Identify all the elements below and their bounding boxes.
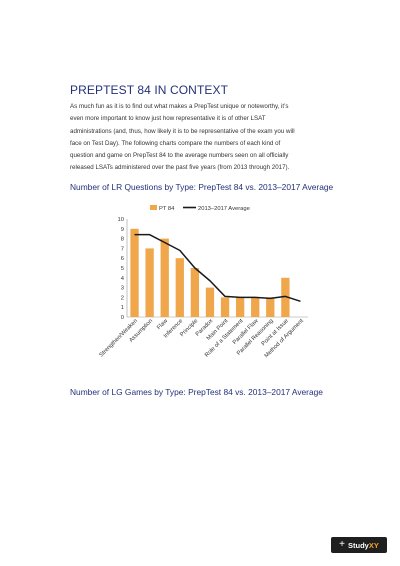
bar (190, 268, 200, 317)
bar (160, 238, 169, 317)
y-tick-label: 9 (121, 227, 124, 233)
paragraph-line: question and game on PrepTest 84 to the … (70, 152, 289, 160)
brand-name: StudyXY (348, 541, 379, 550)
brand-name-suffix: XY (368, 540, 379, 550)
legend-swatch-bar (150, 205, 157, 210)
y-tick-label: 0 (121, 315, 124, 321)
bar (281, 277, 290, 317)
y-tick-label: 10 (118, 217, 124, 223)
bar (235, 297, 245, 317)
paragraph-line: released LSATs administered over the pas… (70, 164, 290, 172)
bar (205, 287, 215, 317)
bar (266, 297, 275, 317)
y-tick-label: 4 (121, 276, 125, 282)
intro-paragraph: As much fun as it is to find out what ma… (70, 101, 342, 175)
lr-chart-heading: Number of LR Questions by Type: PrepTest… (70, 182, 334, 192)
y-tick-label: 5 (121, 266, 124, 272)
legend-label-line: 2013–2017 Average (198, 206, 250, 212)
bar (251, 297, 260, 317)
bar (130, 228, 139, 317)
y-tick-label: 1 (121, 305, 124, 311)
paragraph-line: administrations (and, thus, how likely i… (70, 127, 295, 135)
paragraph-line: As much fun as it is to find out what ma… (70, 103, 289, 110)
paragraph-line: face on Test Day). The following charts … (70, 139, 281, 147)
bar (175, 258, 184, 317)
section-title: PREPTEST 84 IN CONTEXT (70, 83, 229, 97)
y-tick-label: 7 (121, 246, 124, 252)
bar (220, 297, 230, 317)
y-tick-label: 6 (121, 256, 124, 262)
y-tick-label: 2 (121, 295, 124, 301)
legend-label-bar: PT 84 (159, 206, 175, 212)
paragraph-line: even more important to know just how rep… (70, 115, 266, 123)
studyxy-logo: + StudyXY (331, 537, 387, 553)
brand-name-prefix: Study (347, 540, 369, 550)
plus-icon: + (339, 539, 345, 550)
y-tick-label: 8 (121, 237, 124, 243)
bar (145, 248, 154, 317)
y-tick-label: 3 (121, 286, 124, 292)
average-line (134, 233, 301, 303)
x-tick-label: Flaw (156, 318, 169, 331)
lg-chart-heading: Number of LG Games by Type: PrepTest 84 … (70, 387, 323, 397)
